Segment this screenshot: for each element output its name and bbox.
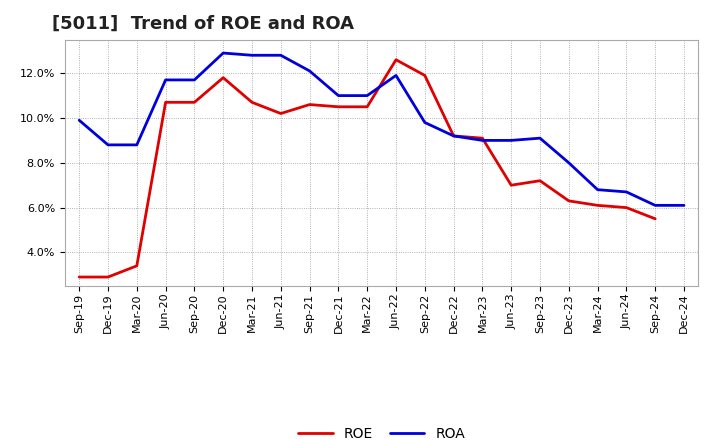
ROA: [680, 203, 688, 208]
ROE: [75, 275, 84, 280]
ROA: [593, 187, 602, 192]
ROE: [276, 111, 285, 116]
ROA: [248, 53, 256, 58]
ROA: [132, 142, 141, 147]
ROA: [478, 138, 487, 143]
ROE: [478, 136, 487, 141]
ROA: [75, 117, 84, 123]
ROE: [132, 263, 141, 268]
Text: [5011]  Trend of ROE and ROA: [5011] Trend of ROE and ROA: [52, 15, 354, 33]
ROA: [651, 203, 660, 208]
ROE: [219, 75, 228, 81]
ROA: [536, 136, 544, 141]
Legend: ROE, ROA: ROE, ROA: [292, 421, 471, 440]
ROA: [219, 51, 228, 56]
ROE: [305, 102, 314, 107]
ROE: [248, 100, 256, 105]
ROA: [622, 189, 631, 194]
Line: ROE: ROE: [79, 60, 655, 277]
ROE: [507, 183, 516, 188]
ROA: [392, 73, 400, 78]
ROE: [622, 205, 631, 210]
ROA: [420, 120, 429, 125]
ROE: [449, 133, 458, 139]
ROE: [420, 73, 429, 78]
ROE: [564, 198, 573, 204]
ROE: [651, 216, 660, 221]
ROA: [104, 142, 112, 147]
ROA: [305, 68, 314, 73]
ROA: [276, 53, 285, 58]
ROE: [363, 104, 372, 110]
ROA: [449, 133, 458, 139]
ROA: [334, 93, 343, 98]
ROE: [334, 104, 343, 110]
ROE: [161, 100, 170, 105]
ROE: [190, 100, 199, 105]
ROA: [507, 138, 516, 143]
ROE: [536, 178, 544, 183]
ROE: [593, 203, 602, 208]
ROE: [392, 57, 400, 62]
Line: ROA: ROA: [79, 53, 684, 205]
ROA: [190, 77, 199, 83]
ROA: [363, 93, 372, 98]
ROA: [564, 160, 573, 165]
ROE: [104, 275, 112, 280]
ROA: [161, 77, 170, 83]
